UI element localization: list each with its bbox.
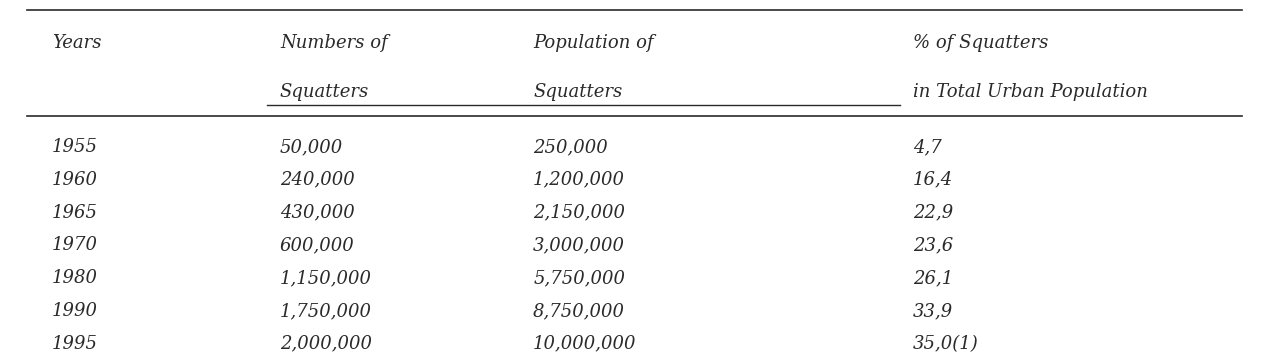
Text: 1,150,000: 1,150,000 bbox=[280, 269, 372, 287]
Text: 10,000,000: 10,000,000 bbox=[533, 335, 637, 353]
Text: Population of: Population of bbox=[533, 34, 654, 52]
Text: Squatters: Squatters bbox=[280, 83, 369, 101]
Text: 1,200,000: 1,200,000 bbox=[533, 171, 626, 189]
Text: 8,750,000: 8,750,000 bbox=[533, 302, 626, 320]
Text: 23,6: 23,6 bbox=[914, 236, 953, 255]
Text: 1970: 1970 bbox=[52, 236, 98, 255]
Text: 2,000,000: 2,000,000 bbox=[280, 335, 372, 353]
Text: % of Squatters: % of Squatters bbox=[914, 34, 1048, 52]
Text: 5,750,000: 5,750,000 bbox=[533, 269, 626, 287]
Text: 16,4: 16,4 bbox=[914, 171, 953, 189]
Text: 1990: 1990 bbox=[52, 302, 98, 320]
Text: Squatters: Squatters bbox=[533, 83, 623, 101]
Text: 1965: 1965 bbox=[52, 204, 98, 222]
Text: 3,000,000: 3,000,000 bbox=[533, 236, 626, 255]
Text: 600,000: 600,000 bbox=[280, 236, 355, 255]
Text: 250,000: 250,000 bbox=[533, 138, 608, 156]
Text: 50,000: 50,000 bbox=[280, 138, 343, 156]
Text: 22,9: 22,9 bbox=[914, 204, 953, 222]
Text: in Total Urban Population: in Total Urban Population bbox=[914, 83, 1148, 101]
Text: 1,750,000: 1,750,000 bbox=[280, 302, 372, 320]
Text: 35,0(1): 35,0(1) bbox=[914, 335, 978, 353]
Text: 4,7: 4,7 bbox=[914, 138, 942, 156]
Text: Numbers of: Numbers of bbox=[280, 34, 388, 52]
Text: 430,000: 430,000 bbox=[280, 204, 355, 222]
Text: 1980: 1980 bbox=[52, 269, 98, 287]
Text: 1955: 1955 bbox=[52, 138, 98, 156]
Text: 26,1: 26,1 bbox=[914, 269, 953, 287]
Text: 33,9: 33,9 bbox=[914, 302, 953, 320]
Text: Years: Years bbox=[52, 34, 102, 52]
Text: 2,150,000: 2,150,000 bbox=[533, 204, 626, 222]
Text: 1995: 1995 bbox=[52, 335, 98, 353]
Text: 1960: 1960 bbox=[52, 171, 98, 189]
Text: 240,000: 240,000 bbox=[280, 171, 355, 189]
